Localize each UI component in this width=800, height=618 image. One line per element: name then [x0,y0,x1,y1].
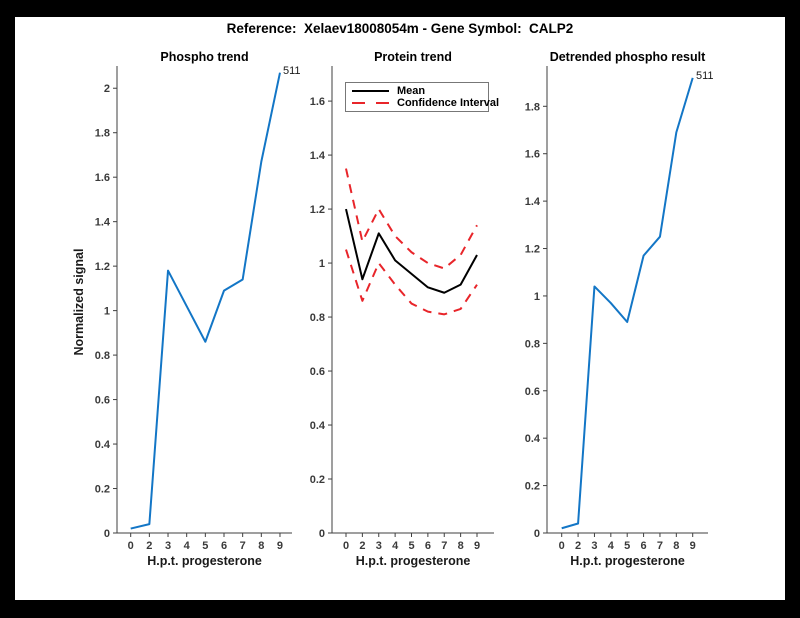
x-tick-label: 4 [608,540,615,552]
y-tick-label: 1 [104,306,110,318]
y-tick-label: 1.8 [95,128,110,140]
y-tick-label: 0 [319,528,325,540]
y-tick-label: 0.2 [525,481,540,493]
phospho-signal-line [130,72,281,530]
y-tick-label: 1.4 [95,217,111,229]
x-tick-label: 2 [359,540,365,552]
x-tick-label: 9 [474,540,480,552]
x-tick-label: 8 [458,540,464,552]
x-tick-label: 0 [343,540,349,552]
confidence-interval-line-sample-icon [352,101,389,105]
legend-label-confidence-interval: Confidence Interval [397,97,500,109]
x-tick-label: 2 [575,540,581,552]
x-tick-label: 4 [184,540,191,552]
y-tick-label: 1.8 [525,101,540,113]
x-tick-label: 4 [392,540,399,552]
x-tick-label: 9 [690,540,696,552]
y-tick-label: 0.4 [95,439,111,451]
y-tick-label: 0.2 [95,484,110,496]
legend-entry-mean: Mean [352,85,482,97]
mean-line-sample-icon [352,89,389,93]
y-tick-label: 0.6 [310,366,325,378]
series-end-label-phospho: 511 [283,65,301,77]
x-tick-label: 6 [221,540,227,552]
y-tick-label: 0.4 [310,420,326,432]
x-tick-label: 7 [240,540,246,552]
legend-box: Mean Confidence Interval [345,82,499,112]
y-tick-label: 1.6 [525,149,540,161]
x-tick-label: 6 [641,540,647,552]
ci-lower-line [345,249,478,316]
y-tick-label: 1.4 [525,196,541,208]
y-tick-label: 1.2 [95,261,110,273]
legend-entry-confidence-interval: Confidence Interval [352,97,499,109]
y-tick-label: 1.2 [525,244,540,256]
y-tick-label: 0.8 [525,338,540,350]
x-tick-label: 5 [408,540,414,552]
mean-line [345,208,478,294]
y-tick-label: 0.2 [310,474,325,486]
y-axis-label: Normalized signal [72,248,86,356]
chart-title-protein-trend: Protein trend [374,50,452,64]
y-tick-label: 2 [104,83,110,95]
y-tick-label: 0 [534,528,540,540]
x-tick-label: 9 [277,540,283,552]
y-tick-label: 0.4 [525,433,541,445]
x-tick-label: 0 [128,540,134,552]
series-end-label-detrended: 511 [696,70,714,82]
x-tick-label: 5 [624,540,630,552]
figure-canvas: Reference: Xelaev18008054m - Gene Symbol… [15,17,785,600]
legend-label-mean: Mean [397,85,426,97]
y-tick-label: 0.6 [525,386,540,398]
x-tick-label: 6 [425,540,431,552]
y-tick-label: 0 [104,528,110,540]
y-tick-label: 1 [319,258,325,270]
y-tick-label: 0.6 [95,395,110,407]
x-axis-label-phospho: H.p.t. progesterone [147,554,262,568]
chart-title-phospho-trend: Phospho trend [160,50,249,64]
detrended-phospho-signal-line [561,77,694,530]
x-axis-label-detrended: H.p.t. progesterone [570,554,685,568]
figure-title: Reference: Xelaev18008054m - Gene Symbol… [226,21,574,36]
plots-svg: 00.20.40.60.811.21.41.61.820 2 3 4 5 6 7 8 900.2… [95,66,708,552]
y-tick-label: 1.2 [310,204,325,216]
ci-upper-line [345,168,478,270]
chart-title-detrended-phospho: Detrended phospho result [549,50,706,64]
x-tick-label: 3 [591,540,597,552]
y-tick-label: 1 [534,291,540,303]
x-tick-label: 8 [258,540,264,552]
y-tick-label: 1.6 [310,96,325,108]
x-tick-label: 0 [559,540,565,552]
x-tick-label: 2 [146,540,152,552]
x-tick-label: 7 [441,540,447,552]
y-tick-label: 0.8 [95,350,110,362]
y-tick-label: 1.4 [310,150,326,162]
x-tick-label: 7 [657,540,663,552]
x-tick-label: 3 [165,540,171,552]
x-axis-label-protein: H.p.t. progesterone [355,554,471,568]
x-tick-label: 3 [376,540,382,552]
y-tick-label: 1.6 [95,172,110,184]
x-tick-label: 8 [673,540,679,552]
y-tick-label: 0.8 [310,312,325,324]
x-tick-label: 5 [202,540,208,552]
